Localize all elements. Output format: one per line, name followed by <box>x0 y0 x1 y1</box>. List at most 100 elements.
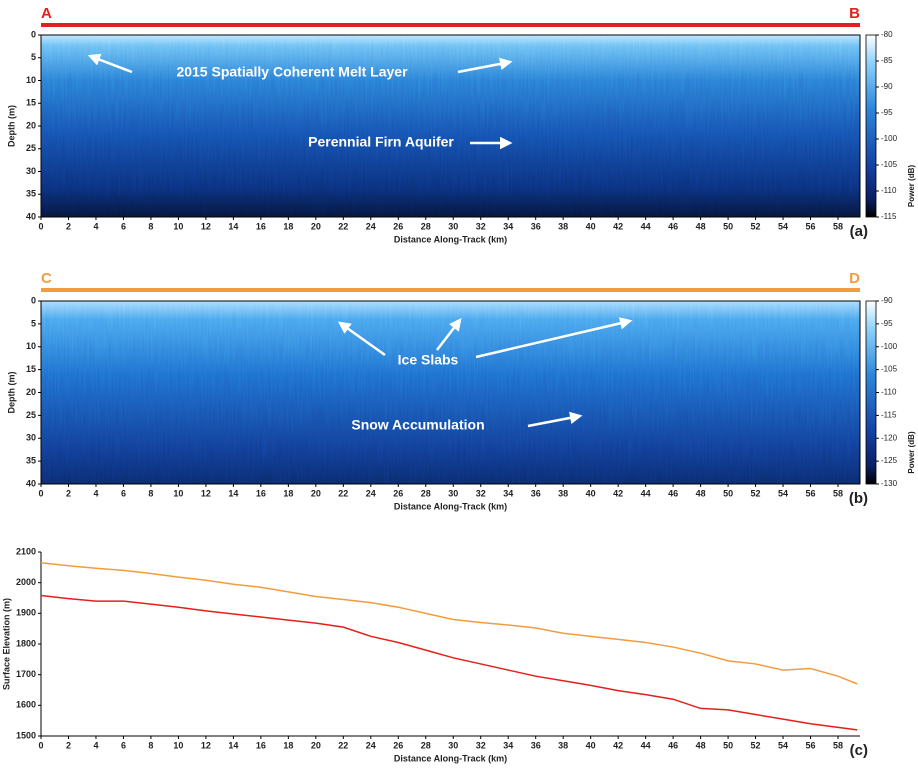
x-tick-label: 34 <box>503 221 513 231</box>
annotation: 2015 Spatially Coherent Melt Layer <box>176 64 408 80</box>
x-tick-label: 32 <box>476 221 486 231</box>
colorbar-tick-label: -80 <box>881 30 893 39</box>
x-tick-label: 56 <box>806 221 816 231</box>
colorbar-label: Power (dB) <box>907 165 916 208</box>
x-tick-label: 40 <box>586 221 596 231</box>
x-tick-label: 26 <box>393 740 403 750</box>
y-tick-label: 35 <box>26 456 36 466</box>
x-tick-label: 22 <box>338 488 348 498</box>
x-tick-label: 48 <box>696 740 706 750</box>
x-tick-label: 4 <box>93 488 98 498</box>
x-tick-label: 30 <box>448 221 458 231</box>
x-tick-label: 0 <box>38 221 43 231</box>
y-tick-label: 5 <box>31 52 36 62</box>
x-tick-label: 52 <box>751 221 761 231</box>
colorbar-tick-label: -130 <box>881 479 898 488</box>
y-tick-label: 25 <box>26 410 36 420</box>
x-tick-label: 42 <box>613 488 623 498</box>
x-tick-label: 18 <box>283 221 293 231</box>
annotation: Ice Slabs <box>398 352 459 368</box>
x-tick-label: 58 <box>833 740 843 750</box>
x-tick-label: 28 <box>421 221 431 231</box>
x-tick-label: 10 <box>173 740 183 750</box>
x-tick-label: 54 <box>778 221 788 231</box>
x-tick-label: 14 <box>228 221 238 231</box>
y-tick-label: 15 <box>26 98 36 108</box>
x-tick-label: 12 <box>201 221 211 231</box>
y-axis-label: Depth (m) <box>6 105 16 147</box>
x-tick-label: 16 <box>256 488 266 498</box>
x-tick-label: 48 <box>696 221 706 231</box>
x-tick-label: 26 <box>393 221 403 231</box>
track-start-label: C <box>41 270 52 287</box>
colorbar-tick-label: -85 <box>881 56 893 65</box>
x-tick-label: 42 <box>613 221 623 231</box>
x-tick-label: 2 <box>66 740 71 750</box>
annotation-arrow <box>457 57 513 74</box>
x-tick-label: 40 <box>586 740 596 750</box>
colorbar-tick-label: -115 <box>881 212 897 221</box>
x-tick-label: 14 <box>228 740 238 750</box>
x-tick-label: 4 <box>93 740 98 750</box>
x-tick-label: 36 <box>531 221 541 231</box>
x-tick-label: 18 <box>283 740 293 750</box>
x-tick-label: 24 <box>366 221 376 231</box>
x-tick-label: 58 <box>833 221 843 231</box>
colorbar-tick-label: -90 <box>881 296 893 305</box>
x-tick-label: 20 <box>311 221 321 231</box>
x-tick-label: 22 <box>338 221 348 231</box>
colorbar-tick-label: -95 <box>881 108 893 117</box>
y-tick-label: 20 <box>26 120 36 130</box>
y-tick-label: 10 <box>26 75 36 85</box>
x-tick-label: 38 <box>558 740 568 750</box>
x-tick-label: 42 <box>613 740 623 750</box>
x-tick-label: 44 <box>641 488 651 498</box>
colorbar-tick-label: -105 <box>881 365 898 374</box>
colorbar-tick-label: -120 <box>881 433 898 442</box>
y-tick-label: 10 <box>26 341 36 351</box>
y-tick-label: 2100 <box>16 546 36 556</box>
track-end-label: D <box>849 270 860 287</box>
x-tick-label: 50 <box>723 740 733 750</box>
x-tick-label: 40 <box>586 488 596 498</box>
annotation-arrow <box>436 318 462 351</box>
colorbar-tick-label: -125 <box>881 456 898 465</box>
y-axis-label: Depth (m) <box>6 372 16 414</box>
x-tick-label: 8 <box>148 221 153 231</box>
colorbar-tick-label: -90 <box>881 82 893 91</box>
elevation-line <box>40 561 858 685</box>
y-tick-label: 0 <box>31 29 36 39</box>
annotation-arrow <box>337 321 386 357</box>
x-tick-label: 12 <box>201 740 211 750</box>
x-tick-label: 36 <box>531 740 541 750</box>
y-tick-label: 30 <box>26 433 36 443</box>
x-tick-label: 38 <box>558 488 568 498</box>
x-tick-label: 24 <box>366 740 376 750</box>
x-tick-label: 30 <box>448 740 458 750</box>
x-tick-label: 14 <box>228 488 238 498</box>
x-tick-label: 52 <box>751 740 761 750</box>
x-tick-label: 44 <box>641 221 651 231</box>
radargram-texture <box>41 301 860 484</box>
colorbar-tick-label: -110 <box>881 186 897 195</box>
x-tick-label: 50 <box>723 488 733 498</box>
x-axis-label: Distance Along-Track (km) <box>394 753 507 763</box>
x-tick-label: 6 <box>121 488 126 498</box>
x-tick-label: 4 <box>93 221 98 231</box>
x-axis-label: Distance Along-Track (km) <box>394 501 507 511</box>
x-tick-label: 54 <box>778 740 788 750</box>
x-tick-label: 56 <box>806 740 816 750</box>
x-tick-label: 12 <box>201 488 211 498</box>
y-tick-label: 40 <box>26 211 36 221</box>
y-tick-label: 5 <box>31 318 36 328</box>
x-tick-label: 30 <box>448 488 458 498</box>
panel-label: (b) <box>849 490 868 507</box>
x-tick-label: 6 <box>121 740 126 750</box>
x-tick-label: 6 <box>121 221 126 231</box>
x-tick-label: 20 <box>311 488 321 498</box>
y-tick-label: 40 <box>26 478 36 488</box>
x-tick-label: 34 <box>503 740 513 750</box>
panel-label: (c) <box>850 742 868 759</box>
x-tick-label: 10 <box>173 221 183 231</box>
